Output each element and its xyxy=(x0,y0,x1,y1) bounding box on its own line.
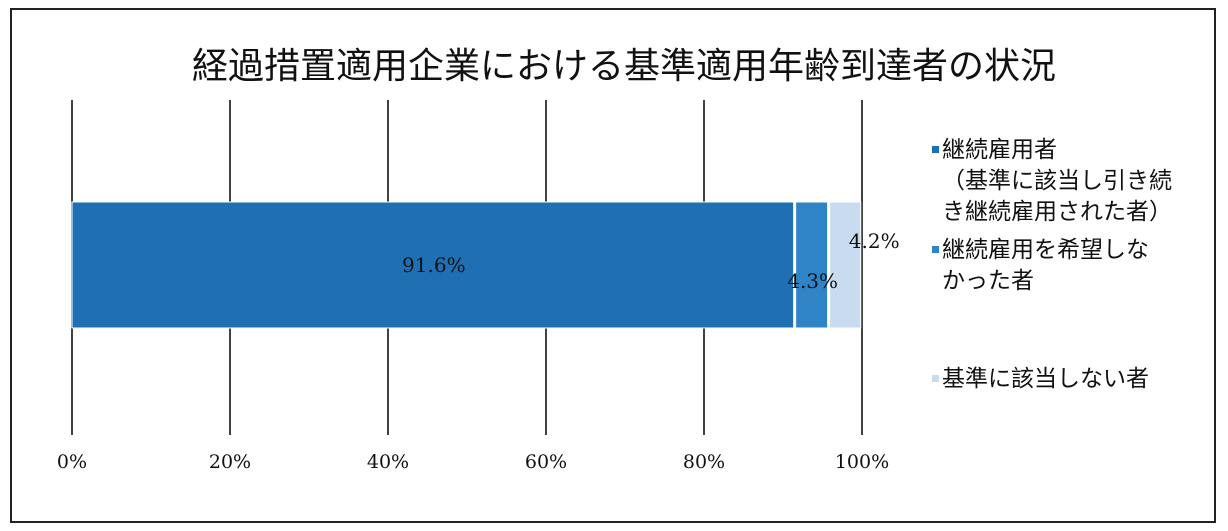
bar-segments xyxy=(71,201,862,329)
data-labels: 91.6% 4.3% 4.2% xyxy=(402,229,900,293)
x-tick-label: 0% xyxy=(57,451,87,473)
legend-label: 継続雇用者 xyxy=(942,137,1057,163)
legend-swatch xyxy=(932,375,939,382)
legend-label: き継続雇用された者） xyxy=(942,199,1172,225)
x-tick-label: 100% xyxy=(835,451,889,473)
data-label: 4.2% xyxy=(849,229,900,253)
x-tick-label: 60% xyxy=(525,451,567,473)
legend-swatch xyxy=(932,246,939,253)
data-label: 91.6% xyxy=(402,253,466,277)
x-axis-ticks: 0% 20% 40% 60% 80% 100% xyxy=(57,451,889,473)
data-label: 4.3% xyxy=(787,269,838,293)
legend-label: かった者 xyxy=(942,268,1034,294)
chart-title: 経過措置適用企業における基準適用年齢到達者の状況 xyxy=(192,46,1056,87)
chart-frame: 経過措置適用企業における基準適用年齢到達者の状況 91.6% 4.3% 4.2% 0… xyxy=(10,8,1216,523)
x-tick-label: 20% xyxy=(209,451,251,473)
legend-label: （基準に該当し引き続 xyxy=(942,168,1172,194)
bar-segment xyxy=(795,201,829,329)
x-tick-label: 80% xyxy=(683,451,725,473)
legend-label: 継続雇用を希望しな xyxy=(942,237,1149,263)
legend-swatch xyxy=(932,146,939,153)
bar-segment xyxy=(829,201,862,329)
bar-segment xyxy=(71,201,795,329)
legend-label: 基準に該当しない者 xyxy=(942,366,1149,392)
x-tick-label: 40% xyxy=(367,451,409,473)
stacked-bar-chart: 経過措置適用企業における基準適用年齢到達者の状況 91.6% 4.3% 4.2% 0… xyxy=(57,46,1172,473)
